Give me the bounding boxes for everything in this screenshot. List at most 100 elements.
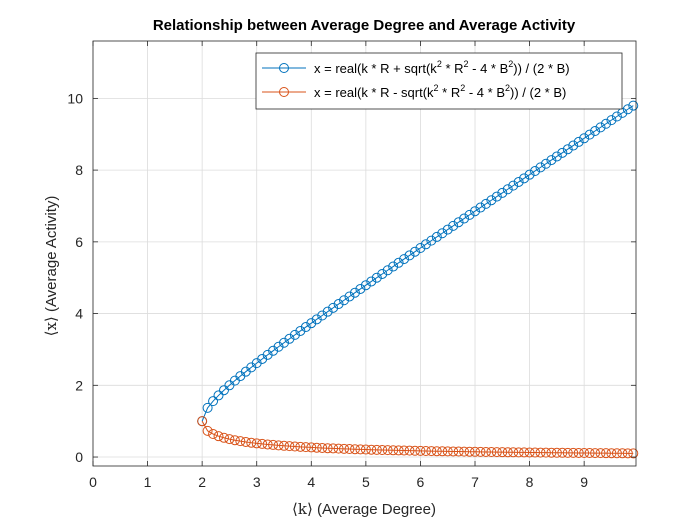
data-point — [202, 402, 213, 413]
y-tick-label: 10 — [67, 90, 83, 106]
x-tick-label: 9 — [580, 474, 588, 490]
data-point — [464, 446, 475, 457]
x-tick-label: 2 — [198, 474, 206, 490]
legend: x = real(k * R + sqrt(k2 * R2 - 4 * B2))… — [255, 52, 623, 110]
data-point — [611, 111, 622, 122]
y-axis-label: ⟨x⟩ (Average Activity) — [42, 196, 60, 337]
data-point — [333, 299, 344, 310]
data-point — [399, 445, 410, 456]
data-point — [328, 443, 339, 454]
data-point — [382, 445, 393, 456]
y-axis-label-text: (Average Activity) — [43, 196, 60, 317]
data-point — [437, 228, 448, 239]
data-point — [393, 445, 404, 456]
data-point — [562, 144, 573, 155]
data-point — [202, 425, 213, 436]
data-point — [595, 448, 606, 459]
data-point — [371, 272, 382, 283]
data-point — [349, 444, 360, 455]
data-point — [502, 184, 513, 195]
data-point — [213, 390, 224, 401]
data-point — [628, 448, 639, 459]
data-point — [420, 239, 431, 250]
data-point — [606, 115, 617, 126]
chart-title: Relationship between Average Degree and … — [153, 17, 576, 34]
data-point — [366, 444, 377, 455]
data-point — [197, 416, 208, 427]
data-point — [486, 195, 497, 206]
data-point — [557, 447, 568, 458]
data-point — [377, 268, 388, 279]
data-point — [349, 287, 360, 298]
y-tick-label: 4 — [75, 306, 83, 322]
axes-box — [92, 40, 637, 467]
x-axis-label-variable: ⟨k⟩ — [292, 500, 313, 518]
data-point — [355, 283, 366, 294]
data-point — [600, 448, 611, 459]
legend-label-series-1: x = real(k * R + sqrt(k2 * R2 - 4 * B2))… — [314, 59, 570, 76]
data-point — [448, 446, 459, 457]
data-point — [535, 447, 546, 458]
data-point — [218, 385, 229, 396]
data-point — [497, 447, 508, 458]
data-point — [344, 291, 355, 302]
data-point — [584, 448, 595, 459]
data-point — [415, 445, 426, 456]
data-point — [344, 444, 355, 455]
data-point — [246, 437, 257, 448]
data-point — [218, 432, 229, 443]
data-point — [426, 235, 437, 246]
legend-marker-series-1 — [279, 63, 289, 73]
data-point — [491, 447, 502, 458]
data-point — [388, 445, 399, 456]
data-point — [295, 325, 306, 336]
data-point — [317, 310, 328, 321]
legend-label-series-2: x = real(k * R - sqrt(k2 * R2 - 4 * B2))… — [314, 83, 566, 100]
data-point — [235, 436, 246, 447]
series-2 — [197, 416, 639, 459]
data-point — [617, 448, 628, 459]
data-point — [562, 447, 573, 458]
data-point — [284, 441, 295, 452]
data-point — [579, 133, 590, 144]
data-point — [257, 438, 268, 449]
x-tick-label: 7 — [471, 474, 479, 490]
data-point — [420, 445, 431, 456]
data-point — [355, 444, 366, 455]
data-point — [268, 439, 279, 450]
data-point — [437, 446, 448, 457]
data-point — [229, 435, 240, 446]
data-point — [551, 151, 562, 162]
data-point — [300, 322, 311, 333]
data-point — [540, 158, 551, 169]
data-point — [530, 447, 541, 458]
data-point — [377, 445, 388, 456]
data-point — [240, 436, 251, 447]
data-point — [448, 220, 459, 231]
data-point — [524, 169, 535, 180]
data-point — [568, 140, 579, 151]
x-tick-label: 5 — [362, 474, 370, 490]
data-point — [606, 448, 617, 459]
data-point — [366, 276, 377, 287]
data-point — [409, 445, 420, 456]
data-point — [453, 446, 464, 457]
x-tick-label: 1 — [144, 474, 152, 490]
data-point — [306, 318, 317, 329]
data-point — [279, 440, 290, 451]
data-point — [513, 176, 524, 187]
x-tick-label: 8 — [526, 474, 534, 490]
data-point — [508, 447, 519, 458]
data-point — [590, 126, 601, 137]
data-point — [393, 257, 404, 268]
data-point — [530, 166, 541, 177]
data-point — [622, 448, 633, 459]
plot-area — [93, 41, 636, 466]
data-point — [311, 314, 322, 325]
data-point — [513, 447, 524, 458]
x-tick-label: 3 — [253, 474, 261, 490]
data-point — [415, 243, 426, 253]
data-point — [497, 187, 508, 198]
data-point — [600, 118, 611, 129]
